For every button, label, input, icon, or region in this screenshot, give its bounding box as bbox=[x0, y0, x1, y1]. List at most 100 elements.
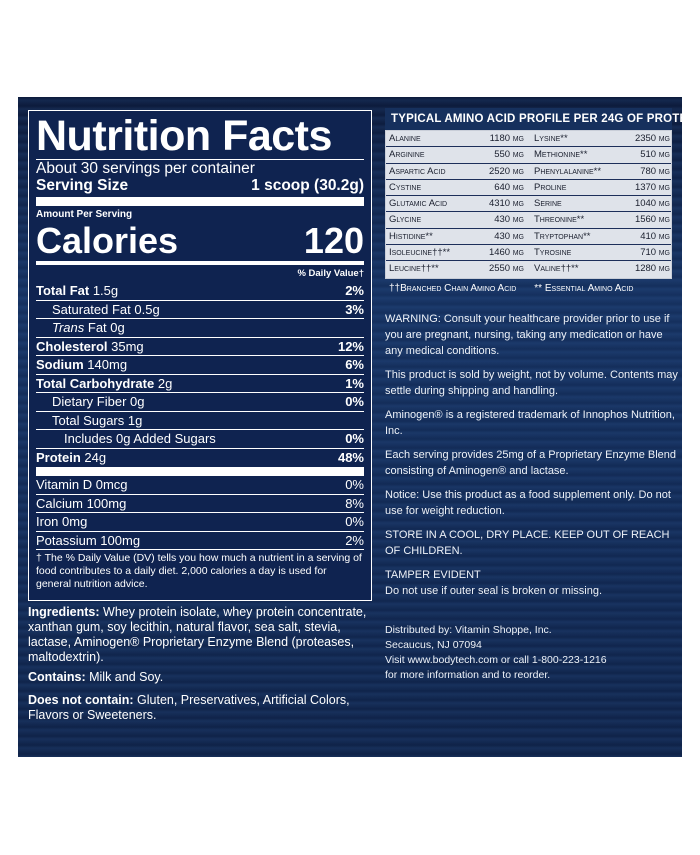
serving-size: Serving Size 1 scoop (30.2g) bbox=[36, 177, 364, 195]
amino-legend: ††Branched Chain Amino Acid ** Essential… bbox=[385, 283, 672, 294]
amino-name: Lysine** bbox=[534, 133, 568, 144]
nutrient-amount: 24g bbox=[84, 449, 107, 465]
nutrient-dv: 12% bbox=[337, 338, 364, 354]
nutrient-label: Total Sugars 1g bbox=[52, 412, 142, 430]
nutrient-row: Dietary Fiber 0g 0% bbox=[36, 392, 364, 411]
amino-amount: 430 mg bbox=[494, 214, 524, 226]
nutrient-amount: 0.5g bbox=[134, 301, 160, 317]
nutrient-label: Saturated Fat 0.5g bbox=[52, 301, 160, 319]
amino-name: Methionine** bbox=[534, 149, 588, 161]
amino-row: Cystine 640 mg Proline 1370 mg bbox=[386, 180, 671, 197]
nutrient-name: Includes 0g Added Sugars bbox=[64, 431, 216, 446]
calories-value: 120 bbox=[303, 220, 364, 261]
amino-amount: 710 mg bbox=[640, 247, 670, 259]
nutrient-name: Total Sugars bbox=[52, 412, 125, 428]
reorder-info: Visit www.bodytech.com or call 1-800-223… bbox=[385, 654, 607, 681]
amino-amount: 780 mg bbox=[640, 165, 670, 177]
amino-amount: 1560 mg bbox=[634, 214, 670, 226]
nutrient-dv: 3% bbox=[345, 301, 364, 317]
nutrient-row: Total Fat 1.5g 2% bbox=[36, 282, 364, 300]
nutrient-name: Dietary Fiber bbox=[52, 394, 127, 409]
vitamin-row: Vitamin D 0mcg 0% bbox=[36, 476, 364, 494]
nutrient-label: Includes 0g Added Sugars bbox=[64, 430, 216, 448]
amino-name: Aspartic Acid bbox=[389, 165, 446, 177]
tamper-evident: TAMPER EVIDENT bbox=[385, 569, 481, 581]
does-not-contain-label: Does not contain: bbox=[28, 693, 134, 707]
nutrient-name: Sodium bbox=[36, 357, 84, 372]
amino-amount: 1460 mg bbox=[488, 247, 524, 259]
nutrient-row: Protein 24g 48% bbox=[36, 447, 364, 467]
contains-text: Milk and Soy. bbox=[85, 670, 164, 684]
nutrient-dv: 2% bbox=[345, 283, 364, 298]
amino-acid-profile: TYPICAL AMINO ACID PROFILE PER 24G OF PR… bbox=[385, 108, 699, 294]
calories-label: Calories bbox=[36, 220, 179, 261]
amino-name: Phenylalanine** bbox=[534, 165, 602, 177]
ingredients: Ingredients: Whey protein isolate, whey … bbox=[28, 605, 378, 665]
amino-amount: 4310 mg bbox=[488, 198, 524, 210]
vitamin-dv: 8% bbox=[345, 495, 364, 511]
amino-amount: 550 mg bbox=[494, 149, 524, 161]
nutrient-amount: 140mg bbox=[87, 357, 128, 372]
amino-name: Arginine bbox=[389, 149, 425, 161]
nutrient-dv: 0% bbox=[345, 394, 364, 409]
notice-note: Notice: Use this product as a food suppl… bbox=[385, 489, 671, 517]
distributor: Distributed by: Vitamin Shoppe, Inc. bbox=[385, 624, 552, 636]
amino-name: Serine bbox=[534, 198, 562, 210]
nutrient-amount: 1g bbox=[127, 412, 143, 428]
amino-row: Arginine 550 mg Methionine** 510 mg bbox=[386, 147, 671, 164]
nutrient-label: Total Carbohydrate 2g bbox=[36, 375, 172, 393]
amino-name: Threonine** bbox=[534, 214, 585, 226]
ingredients-label: Ingredients: bbox=[28, 605, 100, 619]
nutrient-label: Trans Fat 0g bbox=[52, 319, 125, 337]
nutrient-amount: Fat 0g bbox=[87, 320, 125, 335]
amino-amount: 1370 mg bbox=[634, 181, 670, 193]
nutrition-facts-box: Nutrition Facts About 30 servings per co… bbox=[28, 110, 372, 601]
amino-amount: 2550 mg bbox=[488, 263, 524, 275]
nutrient-amount: 0g bbox=[130, 394, 145, 409]
amino-name: Glutamic Acid bbox=[389, 198, 448, 210]
amino-name: Isoleucine††** bbox=[389, 247, 451, 259]
storage-note: STORE IN A COOL, DRY PLACE. KEEP OUT OF … bbox=[385, 529, 670, 557]
legend-essential: ** Essential Amino Acid bbox=[534, 282, 634, 294]
serving-size-value: 1 scoop (30.2g) bbox=[251, 177, 364, 194]
nutrient-row: Trans Fat 0g bbox=[36, 318, 364, 337]
nutrient-name: Cholesterol bbox=[36, 338, 108, 354]
amino-name: Leucine††** bbox=[389, 263, 439, 275]
vitamin-label: Iron 0mg bbox=[36, 514, 88, 529]
nutrient-label: Protein 24g bbox=[36, 449, 106, 467]
weight-note: This product is sold by weight, not by v… bbox=[385, 369, 678, 397]
amino-amount: 2350 mg bbox=[634, 133, 670, 144]
nutrition-facts-title: Nutrition Facts bbox=[36, 112, 332, 160]
nutrient-dv: 48% bbox=[337, 449, 364, 465]
warning-note: WARNING: Consult your healthcare provide… bbox=[385, 313, 670, 357]
vitamin-dv: 2% bbox=[345, 532, 364, 548]
amino-amount: 430 mg bbox=[494, 230, 524, 242]
does-not-contain-text: Gluten, Preservatives, Artificial Colors… bbox=[28, 693, 350, 722]
amino-table: Alanine 1180 mg Lysine** 2350 mg Arginine 550… bbox=[385, 130, 672, 279]
contains: Contains: Milk and Soy. bbox=[28, 670, 378, 685]
serving-size-label: Serving Size bbox=[36, 177, 129, 194]
trademark-note: Aminogen® is a registered trademark of I… bbox=[385, 409, 675, 437]
amino-name: Tryptophan** bbox=[534, 230, 591, 242]
vitamin-row: Iron 0mg 0% bbox=[36, 512, 364, 531]
calories: Calories 120 bbox=[36, 222, 364, 260]
servings-per-container: About 30 servings per container bbox=[36, 160, 255, 177]
amino-name: Histidine** bbox=[389, 230, 433, 242]
nutrient-row: Sodium 140mg 6% bbox=[36, 355, 364, 374]
nutrient-label: Sodium 140mg bbox=[36, 356, 127, 374]
amino-name: Glycine bbox=[389, 214, 422, 226]
vitamin-row: Potassium 100mg 2% bbox=[36, 530, 364, 550]
enzyme-note: Each serving provides 25mg of a Propriet… bbox=[385, 449, 677, 477]
amino-row: Alanine 1180 mg Lysine** 2350 mg bbox=[386, 131, 671, 148]
amino-row: Aspartic Acid 2520 mg Phenylalanine** 780 m… bbox=[386, 164, 671, 180]
daily-value-footnote: † The % Daily Value (DV) tells you how m… bbox=[36, 549, 364, 591]
nutrient-label: Dietary Fiber 0g bbox=[52, 393, 145, 411]
nutrient-label: Total Fat 1.5g bbox=[36, 282, 118, 300]
daily-value-header: % Daily Value† bbox=[297, 268, 364, 279]
nutrient-amount: 2g bbox=[157, 375, 173, 391]
amino-name: Tyrosine bbox=[534, 247, 572, 259]
vitamin-label: Calcium 100mg bbox=[36, 495, 127, 511]
legend-bcaa: ††Branched Chain Amino Acid bbox=[389, 282, 517, 294]
tamper-note: Do not use if outer seal is broken or mi… bbox=[385, 585, 603, 597]
nutrient-dv: 1% bbox=[345, 375, 364, 391]
